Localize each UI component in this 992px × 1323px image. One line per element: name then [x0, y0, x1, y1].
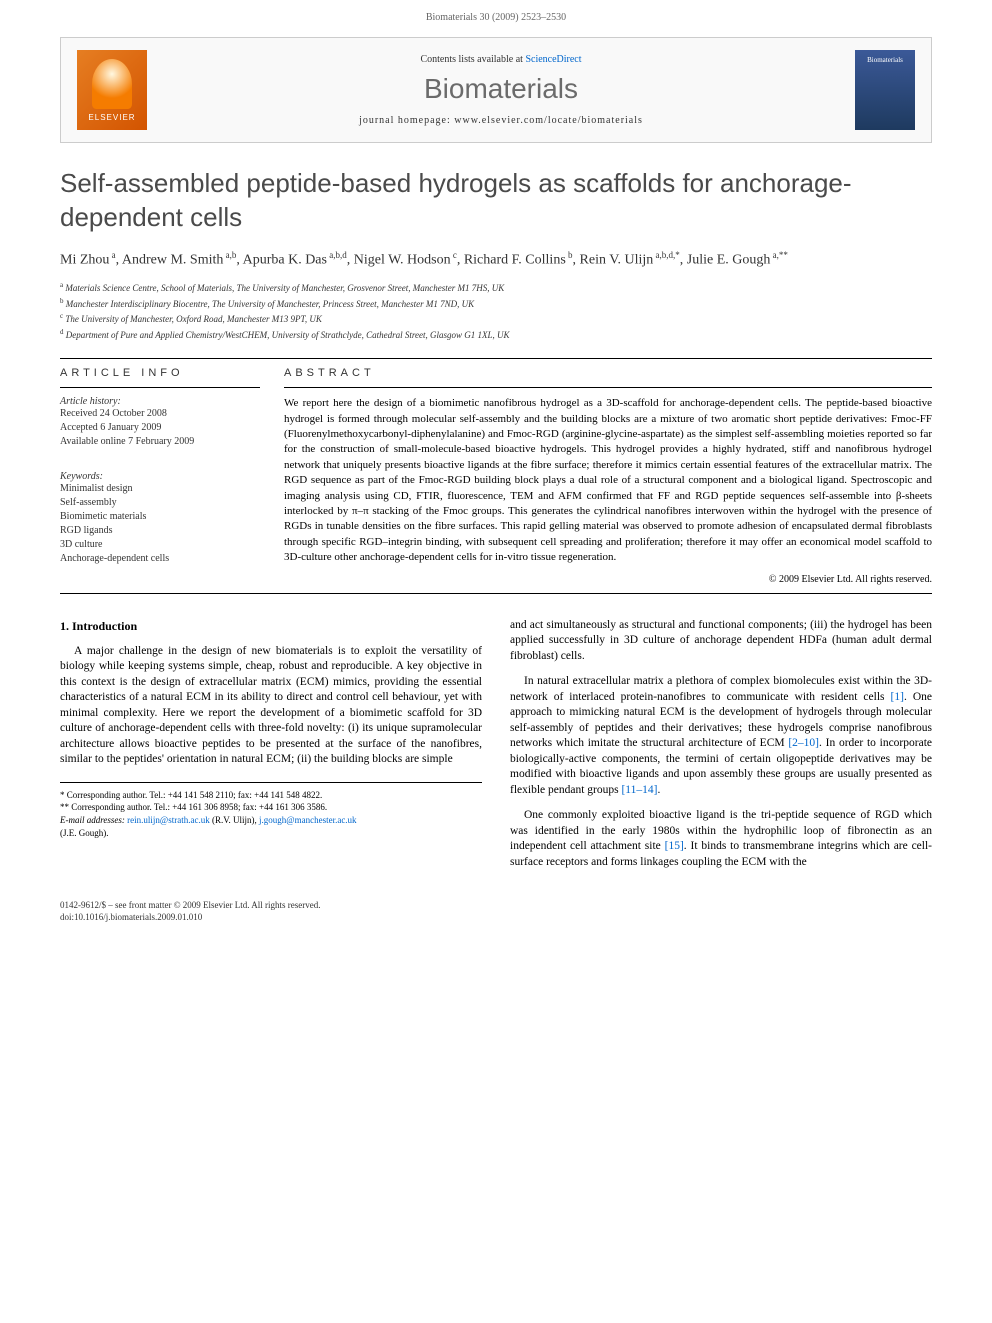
footer-line-2: doi:10.1016/j.biomaterials.2009.01.010: [60, 912, 932, 924]
email-2-name: (J.E. Gough).: [60, 828, 109, 838]
email-2[interactable]: j.gough@manchester.ac.uk: [259, 815, 357, 825]
email-1[interactable]: rein.ulijn@strath.ac.uk: [127, 815, 210, 825]
column-left: 1. Introduction A major challenge in the…: [60, 618, 482, 881]
footer-line-1: 0142-9612/$ – see front matter © 2009 El…: [60, 900, 932, 912]
homepage-line: journal homepage: www.elsevier.com/locat…: [147, 115, 855, 126]
c2p2-end: .: [657, 784, 660, 796]
corr-author-1: * Corresponding author. Tel.: +44 141 54…: [60, 789, 482, 802]
col2-para-1: and act simultaneously as structural and…: [510, 618, 932, 665]
column-right: and act simultaneously as structural and…: [510, 618, 932, 881]
footnotes: * Corresponding author. Tel.: +44 141 54…: [60, 782, 482, 839]
keywords-label: Keywords:: [60, 471, 260, 482]
keyword-0: Minimalist design: [60, 482, 260, 496]
keyword-2: Biomimetic materials: [60, 510, 260, 524]
c2p2-pre: In natural extracellular matrix a pletho…: [510, 675, 932, 703]
abstract-col: ABSTRACT We report here the design of a …: [284, 367, 932, 584]
journal-cover-thumb: Biomaterials: [855, 50, 915, 130]
contents-line: Contents lists available at ScienceDirec…: [147, 54, 855, 65]
cite-15[interactable]: [15]: [665, 840, 684, 852]
keywords-block: Keywords: Minimalist design Self-assembl…: [60, 463, 260, 566]
article-title: Self-assembled peptide-based hydrogels a…: [60, 167, 932, 235]
sciencedirect-link[interactable]: ScienceDirect: [525, 54, 581, 65]
intro-heading: 1. Introduction: [60, 618, 482, 634]
email-label: E-mail addresses:: [60, 815, 127, 825]
intro-para-1: A major challenge in the design of new b…: [60, 644, 482, 768]
homepage-url[interactable]: www.elsevier.com/locate/biomaterials: [454, 115, 643, 126]
affiliation-a: a Materials Science Centre, School of Ma…: [60, 280, 932, 296]
accepted-line: Accepted 6 January 2009: [60, 421, 260, 435]
cite-2-10[interactable]: [2–10]: [788, 737, 819, 749]
abstract-copyright: © 2009 Elsevier Ltd. All rights reserved…: [284, 574, 932, 585]
keyword-1: Self-assembly: [60, 496, 260, 510]
divider-top: [60, 358, 932, 359]
footer-block: 0142-9612/$ – see front matter © 2009 El…: [60, 900, 932, 923]
col2-para-2: In natural extracellular matrix a pletho…: [510, 674, 932, 798]
page-header: Biomaterials 30 (2009) 2523–2530: [0, 0, 992, 29]
keyword-4: 3D culture: [60, 538, 260, 552]
homepage-prefix: journal homepage:: [359, 115, 454, 126]
affiliations: a Materials Science Centre, School of Ma…: [60, 280, 932, 342]
divider-mid: [60, 593, 932, 594]
elsevier-logo: ELSEVIER: [77, 50, 147, 130]
col2-para-3: One commonly exploited bioactive ligand …: [510, 808, 932, 870]
keyword-5: Anchorage-dependent cells: [60, 552, 260, 566]
article-info-col: ARTICLE INFO Article history: Received 2…: [60, 367, 260, 584]
elsevier-label: ELSEVIER: [88, 113, 135, 122]
online-line: Available online 7 February 2009: [60, 435, 260, 449]
email-1-name: (R.V. Ulijn),: [210, 815, 259, 825]
cover-label: Biomaterials: [867, 56, 903, 64]
corr-author-2: ** Corresponding author. Tel.: +44 161 3…: [60, 801, 482, 814]
history-block: Article history: Received 24 October 200…: [60, 387, 260, 449]
affiliation-b: b Manchester Interdisciplinary Biocentre…: [60, 296, 932, 312]
info-abstract-row: ARTICLE INFO Article history: Received 2…: [60, 367, 932, 584]
abstract-heading: ABSTRACT: [284, 367, 932, 379]
cite-11-14[interactable]: [11–14]: [621, 784, 657, 796]
history-label: Article history:: [60, 396, 260, 407]
journal-name: Biomaterials: [147, 73, 855, 105]
email-line: E-mail addresses: rein.ulijn@strath.ac.u…: [60, 814, 482, 839]
affiliation-d: d Department of Pure and Applied Chemist…: [60, 327, 932, 343]
affiliation-c: c The University of Manchester, Oxford R…: [60, 311, 932, 327]
contents-prefix: Contents lists available at: [420, 54, 525, 65]
journal-center: Contents lists available at ScienceDirec…: [147, 54, 855, 126]
elsevier-tree-icon: [92, 59, 132, 109]
keyword-3: RGD ligands: [60, 524, 260, 538]
article-info-heading: ARTICLE INFO: [60, 367, 260, 379]
abstract-text: We report here the design of a biomimeti…: [284, 387, 932, 565]
authors-list: Mi Zhou a, Andrew M. Smith a,b, Apurba K…: [60, 249, 932, 271]
body-columns: 1. Introduction A major challenge in the…: [60, 618, 932, 881]
cite-1[interactable]: [1]: [891, 691, 904, 703]
received-line: Received 24 October 2008: [60, 407, 260, 421]
journal-header-box: ELSEVIER Contents lists available at Sci…: [60, 37, 932, 143]
